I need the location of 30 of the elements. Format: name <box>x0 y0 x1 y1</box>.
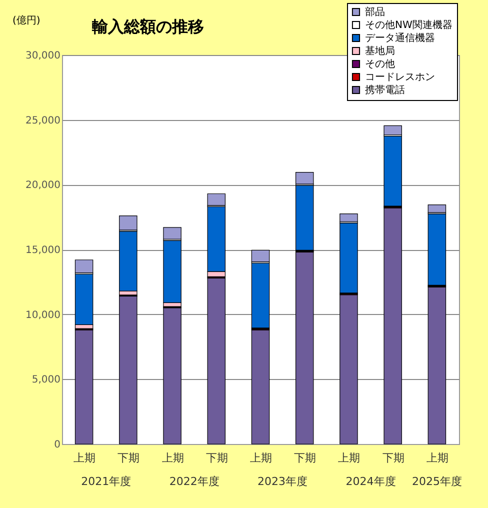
legend-label: データ通信機器 <box>365 32 435 44</box>
x-tick-label: 下期 <box>206 452 228 464</box>
x-tick-label: 下期 <box>118 452 140 464</box>
y-tick-label: 5,000 <box>32 374 60 386</box>
text: 2021年度 <box>81 475 132 488</box>
text: 2022年度 <box>169 475 220 488</box>
x-tick-label: 下期 <box>382 452 404 464</box>
y-tick-label: 10,000 <box>26 310 60 321</box>
legend-label: 携帯電話 <box>365 84 405 96</box>
y-tick-label: 0 <box>54 440 60 450</box>
legend-label: 基地局 <box>365 45 395 57</box>
chart-title: 輸入総額の推移 <box>91 17 204 36</box>
x-tick-label: 上期 <box>426 452 448 464</box>
legend-label: その他NW関連機器 <box>365 19 452 31</box>
legend-label: その他 <box>365 58 395 70</box>
x-tick-label: 上期 <box>338 452 360 464</box>
legend-label: 部品 <box>365 6 385 18</box>
x-tick-label: 下期 <box>294 452 316 464</box>
y-axis-title: (億円) <box>12 14 40 26</box>
x-tick-label: 上期 <box>162 452 184 464</box>
y-tick-label: 20,000 <box>26 180 60 192</box>
text: 2025年度 <box>412 475 462 488</box>
y-tick-label: 15,000 <box>26 245 60 256</box>
x-tick-label: 上期 <box>74 452 96 464</box>
text: 2024年度 <box>346 475 396 488</box>
y-tick-label: 25,000 <box>26 115 60 126</box>
text: 2023年度 <box>258 475 308 488</box>
y-tick-label: 30,000 <box>26 50 60 62</box>
legend-label: コードレスホン <box>365 72 435 83</box>
x-tick-label: 上期 <box>250 452 272 464</box>
